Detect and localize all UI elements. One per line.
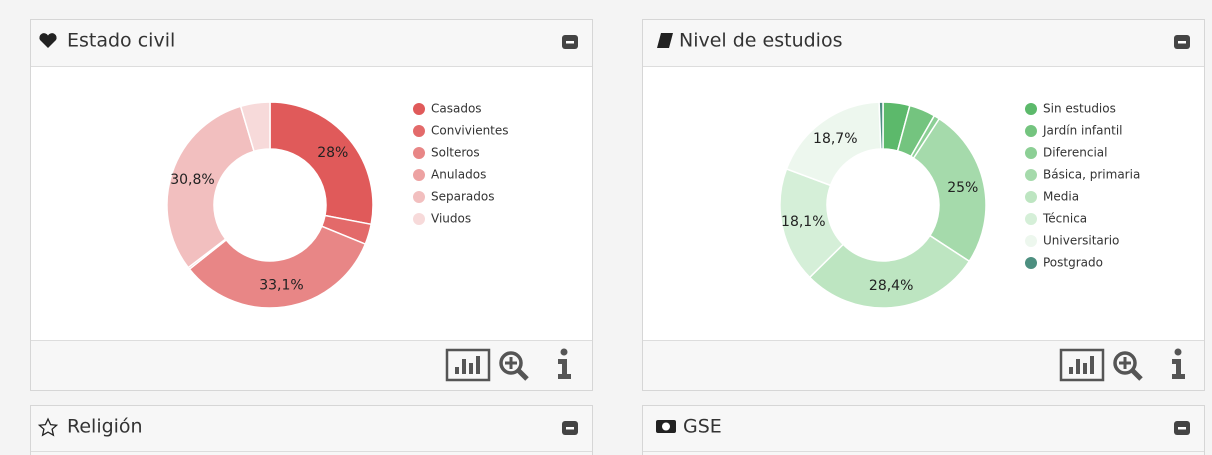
legend-label: Anulados bbox=[431, 168, 486, 182]
legend-label: Técnica bbox=[1042, 212, 1087, 226]
legend-marker bbox=[413, 147, 425, 159]
legend-marker bbox=[413, 213, 425, 225]
zoom-button[interactable] bbox=[499, 351, 529, 381]
pie-slice bbox=[808, 234, 971, 309]
slice-label: 18,7% bbox=[813, 131, 857, 147]
pie-slice bbox=[239, 101, 271, 153]
legend-marker bbox=[1025, 213, 1037, 225]
legend-marker bbox=[1025, 169, 1037, 181]
legend-marker bbox=[1025, 235, 1037, 247]
legend-label: Jardín infantil bbox=[1042, 124, 1122, 138]
info-button[interactable] bbox=[558, 348, 571, 380]
chart-button[interactable] bbox=[445, 348, 491, 382]
legend-label: Separados bbox=[431, 190, 494, 204]
legend-label: Solteros bbox=[431, 146, 480, 160]
panel-header bbox=[643, 20, 1204, 66]
book-icon bbox=[657, 33, 673, 48]
panel-title: Estado civil bbox=[67, 30, 175, 52]
slice-label: 28,4% bbox=[869, 278, 913, 294]
legend: Casados Convivientes Solteros Anulados Separ… bbox=[413, 102, 509, 226]
legend-label: Media bbox=[1043, 190, 1079, 204]
panel-title: GSE bbox=[683, 416, 722, 438]
legend: Sin estudios Jardín infantil Diferencial Bá… bbox=[1025, 102, 1140, 270]
legend-marker bbox=[1025, 103, 1037, 115]
legend-label: Casados bbox=[431, 102, 482, 116]
legend-marker bbox=[413, 125, 425, 137]
slice-label: 18,1% bbox=[781, 214, 825, 230]
slice-label: 33,1% bbox=[259, 278, 303, 294]
panel-title: Nivel de estudios bbox=[679, 30, 842, 52]
legend-label: Convivientes bbox=[431, 124, 509, 138]
chart-button[interactable] bbox=[1059, 348, 1105, 382]
slice-label: 30,8% bbox=[170, 172, 214, 188]
pie-slice bbox=[912, 117, 987, 263]
legend-label: Viudos bbox=[431, 212, 471, 226]
info-button[interactable] bbox=[1172, 348, 1185, 380]
pie-slice bbox=[188, 225, 367, 309]
legend-marker bbox=[1025, 191, 1037, 203]
legend-label: Postgrado bbox=[1043, 256, 1103, 270]
legend-marker bbox=[413, 103, 425, 115]
panel-estado-civil: Estado civil bbox=[30, 19, 593, 391]
panel-header bbox=[31, 20, 592, 66]
panel-gse: GSE bbox=[642, 405, 1205, 455]
legend-label: Básica, primaria bbox=[1043, 168, 1140, 182]
panel-religion: Religión bbox=[30, 405, 593, 455]
panel-title: Religión bbox=[67, 416, 143, 438]
pie-slice bbox=[269, 101, 374, 226]
legend-marker bbox=[413, 169, 425, 181]
pie-slice bbox=[166, 105, 255, 269]
zoom-button[interactable] bbox=[1113, 351, 1143, 381]
legend-label: Sin estudios bbox=[1043, 102, 1116, 116]
pie-slice bbox=[878, 101, 884, 150]
slice-label: 25% bbox=[947, 180, 978, 196]
panel-footer bbox=[643, 341, 1204, 390]
panel-footer bbox=[31, 341, 592, 390]
legend-marker bbox=[1025, 147, 1037, 159]
panel-box bbox=[30, 405, 593, 455]
legend-marker bbox=[413, 191, 425, 203]
legend-marker bbox=[1025, 125, 1037, 137]
legend-label: Diferencial bbox=[1043, 146, 1107, 160]
star-icon bbox=[37, 417, 59, 437]
panel-box bbox=[642, 19, 1205, 391]
panel-box bbox=[642, 405, 1205, 455]
panel-box bbox=[30, 19, 593, 391]
slice-label: 28% bbox=[317, 145, 348, 161]
legend-marker bbox=[1025, 257, 1037, 269]
legend-label: Universitario bbox=[1043, 234, 1119, 248]
panel-nivel-estudios: Nivel de estudios bbox=[642, 19, 1205, 391]
heart-icon bbox=[39, 33, 57, 48]
